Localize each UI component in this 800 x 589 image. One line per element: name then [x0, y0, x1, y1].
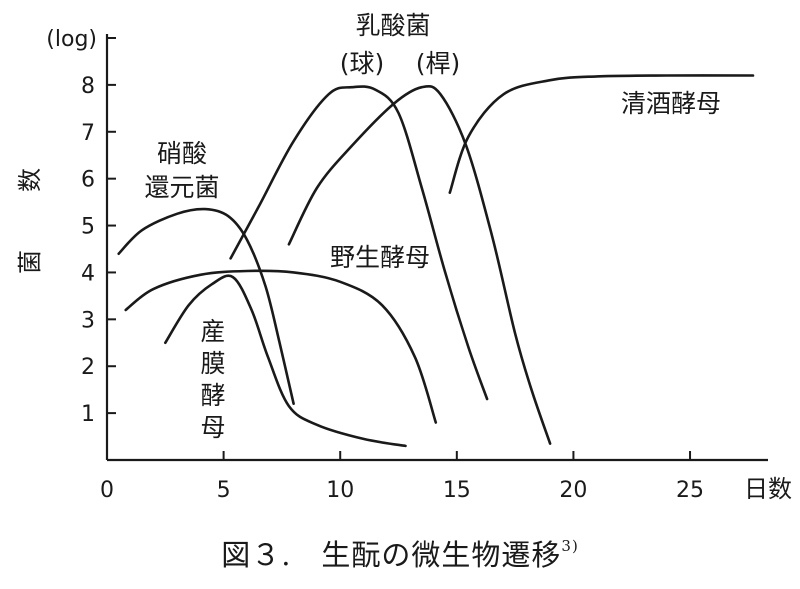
y-tick-label: 5	[81, 215, 95, 240]
series-line-lactic-acid-rods	[287, 84, 552, 445]
y-tick-label: 4	[81, 261, 95, 286]
x-tick-label: 0	[100, 478, 114, 503]
x-tick-label: 5	[217, 478, 231, 503]
y-tick-label: 3	[81, 308, 95, 333]
y-axis-title-char: 数	[16, 168, 44, 192]
series-label-film-yeast: 酵	[200, 381, 225, 410]
series-label-nitrate-reducing-bacteria: 硝酸	[157, 139, 207, 168]
series-line-nitrate-reducing-bacteria	[117, 207, 295, 405]
series-label-film-yeast: 膜	[200, 349, 225, 378]
y-tick-label: 7	[81, 121, 95, 146]
y-axis-title-char: 菌	[16, 250, 44, 274]
caption-text: 図３. 生酛の微生物遷移	[221, 538, 562, 572]
series-label-lactic-acid-cocci: (球)	[340, 49, 385, 78]
x-axis-title: 日数	[744, 475, 792, 503]
series-label-film-yeast: 産	[200, 317, 225, 346]
series-line-film-yeast	[164, 274, 407, 448]
y-unit-label: (log)	[46, 27, 97, 52]
x-tick-label: 25	[676, 478, 704, 503]
y-tick-label: 6	[81, 168, 95, 193]
series-label-film-yeast: 母	[200, 413, 225, 442]
series-line-wild-yeast	[124, 269, 438, 424]
caption-reference: 3)	[561, 537, 579, 555]
x-tick-label: 10	[326, 478, 354, 503]
series-layer	[117, 74, 755, 448]
axes: 1 2 3 4 5 6 7 8 (log) 0 5 10 15 20 25 日数 菌 数	[16, 27, 792, 503]
x-tick-label: 15	[443, 478, 471, 503]
x-tick-label: 20	[559, 478, 587, 503]
series-line-sake-yeast	[448, 74, 755, 194]
y-tick-label: 1	[81, 402, 95, 427]
series-label-sake-yeast: 清酒酵母	[621, 89, 721, 118]
series-label-wild-yeast: 野生酵母	[330, 243, 430, 272]
y-tick-label: 2	[81, 355, 95, 380]
series-label-nitrate-reducing-bacteria: 還元菌	[144, 173, 219, 202]
figure-caption: 図３. 生酛の微生物遷移3)	[0, 532, 800, 574]
series-line-lactic-acid-cocci	[229, 85, 489, 401]
series-label-lactic-acid-cocci: 乳酸菌	[355, 11, 430, 40]
y-tick-label: 8	[81, 74, 95, 99]
series-label-lactic-acid-rods: (桿)	[416, 49, 461, 78]
